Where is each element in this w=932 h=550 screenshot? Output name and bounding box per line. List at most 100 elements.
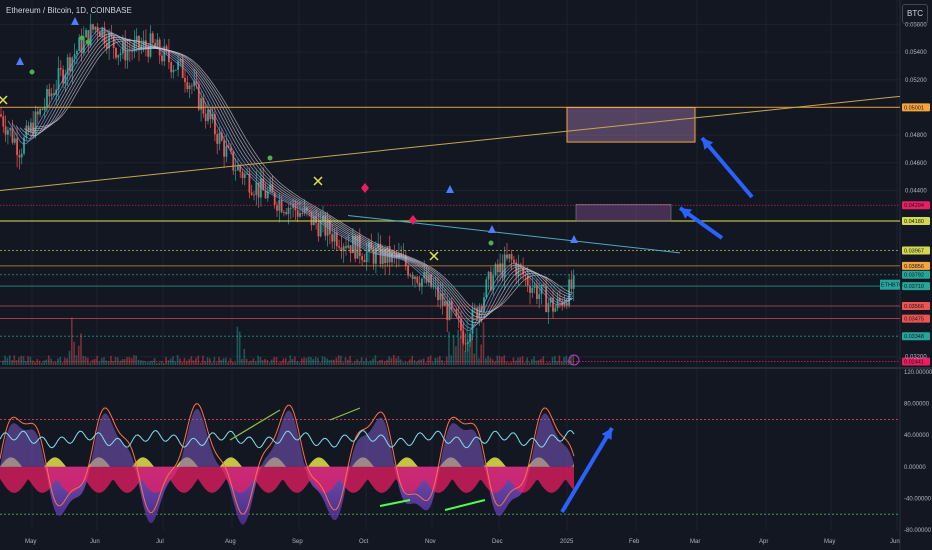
volume-bar-170 [393, 355, 395, 365]
volume-bar-66 [153, 358, 156, 365]
volume-bar-117 [271, 359, 273, 365]
volume-bar-238 [549, 362, 551, 365]
volume-bar-166 [383, 361, 386, 365]
volume-bar-206 [475, 328, 478, 365]
volume-bar-226 [521, 356, 524, 365]
volume-bar-167 [386, 359, 388, 365]
x-tick-5: Oct [359, 539, 369, 545]
volume-bar-97 [225, 357, 227, 365]
candle-body-2 [4, 126, 7, 135]
candle-body-8 [18, 155, 21, 158]
volume-bar-220 [508, 362, 510, 365]
trendline-falling [347, 214, 681, 254]
candle-body-90 [207, 109, 209, 121]
osc-signal-line [0, 403, 575, 515]
candle-body-156 [358, 235, 361, 257]
candle-body-89 [204, 113, 207, 121]
volume-bar-51 [119, 360, 121, 365]
candle-body-157 [361, 256, 363, 261]
volume-bar-70 [163, 362, 165, 365]
candle-body-142 [326, 220, 329, 236]
buy-triangle-1 [71, 17, 79, 25]
ribbon-line-0 [7, 27, 573, 331]
volume-bar-152 [351, 362, 354, 365]
volume-bar-203 [468, 332, 471, 365]
volume-bar-130 [301, 358, 303, 365]
candle-body-65 [149, 33, 152, 57]
volume-bar-100 [232, 361, 234, 365]
volume-bar-150 [347, 359, 349, 365]
volume-bar-244 [563, 357, 565, 365]
x-tick-13: Jun [890, 539, 900, 545]
volume-bar-90 [209, 358, 211, 365]
osc-y-tick-4: -40.00000 [904, 496, 932, 502]
volume-bar-114 [264, 358, 266, 365]
volume-bar-108 [250, 360, 252, 365]
volume-bar-48 [112, 361, 114, 365]
candle-body-104 [239, 165, 242, 172]
candle-body-63 [145, 40, 147, 48]
volume-bar-75 [174, 361, 177, 365]
volume-bar-3 [8, 355, 11, 365]
volume-bar-2 [6, 357, 9, 365]
volume-bar-180 [416, 361, 418, 365]
volume-bar-23 [54, 361, 57, 365]
candle-body-123 [283, 212, 285, 213]
volume-bar-64 [149, 361, 151, 365]
volume-bar-81 [188, 358, 190, 365]
volume-bar-119 [275, 357, 278, 365]
oscillator-pane [0, 403, 900, 525]
candle-body-108 [248, 173, 251, 193]
candle-body-57 [131, 50, 133, 52]
arrow-upper-shaft [700, 136, 754, 199]
volume-bar-248 [572, 355, 574, 365]
currency-button[interactable]: BTC [902, 4, 928, 24]
candle-body-22 [50, 93, 53, 97]
candle-body-29 [66, 57, 69, 75]
volume-bar-208 [480, 344, 482, 365]
candle-body-58 [133, 41, 136, 52]
candle-body-67 [154, 42, 156, 49]
volume-bar-62 [144, 361, 147, 365]
candle-body-51 [117, 54, 120, 58]
arrow-lower-head [680, 208, 692, 219]
volume-bar-31 [73, 341, 75, 365]
buy-triangle-4 [488, 225, 496, 233]
volume-bar-54 [126, 357, 128, 365]
candle-body-131 [301, 212, 304, 214]
candle-body-137 [315, 215, 317, 223]
volume-bar-103 [238, 331, 241, 365]
volume-bar-135 [312, 359, 315, 365]
candle-body-41 [94, 26, 97, 30]
volume-bar-49 [114, 356, 117, 365]
candle-body-112 [257, 182, 260, 198]
candle-body-159 [365, 251, 368, 263]
candle-body-80 [184, 77, 186, 83]
x-tick-6: Nov [425, 539, 436, 545]
candle-body-117 [269, 184, 271, 192]
volume-bar-228 [526, 357, 528, 365]
volume-bar-8 [20, 355, 22, 365]
osc-y-tick-3: 0.00000 [904, 465, 926, 471]
candle-body-177 [407, 265, 409, 276]
volume-bar-134 [310, 357, 312, 365]
volume-bar-213 [491, 359, 494, 365]
candle-body-110 [253, 194, 255, 196]
volume-bar-223 [514, 360, 517, 365]
candle-body-50 [115, 47, 117, 58]
level-tag-text-10: 0.02441 [904, 360, 924, 366]
volume-bar-78 [181, 361, 183, 365]
candle-body-249 [572, 275, 575, 289]
candle-body-192 [441, 293, 444, 306]
volume-bar-218 [503, 355, 505, 365]
volume-bar-194 [448, 331, 450, 365]
candle-body-152 [349, 245, 352, 254]
volume-bar-126 [291, 358, 294, 365]
event-marker [568, 354, 580, 366]
volume-bar-56 [130, 358, 133, 365]
volume-bar-55 [128, 356, 131, 365]
volume-bar-18 [43, 360, 45, 365]
buy-triangle-2 [446, 185, 454, 193]
